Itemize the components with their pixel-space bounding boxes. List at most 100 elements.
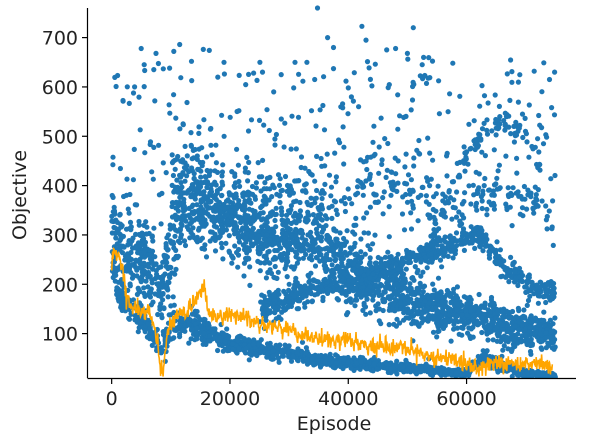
scatter-point	[457, 160, 462, 165]
scatter-point	[264, 275, 269, 280]
scatter-point	[329, 185, 334, 190]
scatter-point	[440, 300, 445, 305]
scatter-point	[333, 199, 338, 204]
scatter-point	[441, 212, 446, 217]
scatter-point	[173, 167, 178, 172]
scatter-point	[543, 300, 548, 305]
scatter-point	[514, 156, 519, 161]
scatter-point	[259, 337, 264, 342]
scatter-point	[365, 59, 370, 64]
scatter-point	[287, 343, 292, 348]
scatter-point	[405, 51, 410, 56]
scatter-point	[384, 360, 389, 365]
scatter-point	[493, 181, 498, 186]
scatter-point	[435, 323, 440, 328]
scatter-point	[144, 225, 149, 230]
scatter-point	[508, 57, 513, 62]
scatter-point	[201, 47, 206, 52]
scatter-point	[482, 176, 487, 181]
scatter-point	[420, 368, 425, 373]
scatter-point	[435, 310, 440, 315]
scatter-point	[269, 194, 274, 199]
scatter-point	[525, 303, 530, 308]
scatter-point	[234, 147, 239, 152]
scatter-point	[346, 186, 351, 191]
scatter-point	[455, 319, 460, 324]
scatter-point	[411, 82, 416, 87]
scatter-point	[445, 288, 450, 293]
scatter-point	[266, 310, 271, 315]
scatter-point	[257, 60, 262, 65]
scatter-point	[138, 242, 143, 247]
scatter-point	[145, 335, 150, 340]
scatter-point	[143, 219, 148, 224]
scatter-point	[210, 152, 215, 157]
scatter-point	[186, 318, 191, 323]
scatter-point	[466, 325, 471, 330]
scatter-point	[462, 169, 467, 174]
scatter-point	[537, 293, 542, 298]
scatter-point	[188, 230, 193, 235]
scatter-point	[130, 236, 135, 241]
scatter-point	[370, 140, 375, 145]
scatter-point	[237, 73, 242, 78]
scatter-point	[533, 316, 538, 321]
scatter-point	[462, 248, 467, 253]
scatter-point	[246, 128, 251, 133]
scatter-point	[167, 275, 172, 280]
scatter-point	[508, 255, 513, 260]
scatter-point	[244, 155, 249, 160]
scatter-series	[109, 5, 558, 379]
scatter-point	[539, 337, 544, 342]
scatter-point	[521, 373, 526, 378]
scatter-point	[371, 293, 376, 298]
scatter-point	[352, 241, 357, 246]
scatter-point	[225, 348, 230, 353]
scatter-point	[142, 84, 147, 89]
scatter-point	[505, 323, 510, 328]
scatter-point	[322, 191, 327, 196]
scatter-point	[220, 180, 225, 185]
scatter-point	[246, 337, 251, 342]
scatter-point	[443, 323, 448, 328]
scatter-point	[459, 373, 464, 378]
scatter-point	[313, 263, 318, 268]
scatter-point	[215, 190, 220, 195]
scatter-point	[263, 253, 268, 258]
scatter-point	[532, 69, 537, 74]
scatter-point	[179, 217, 184, 222]
scatter-point	[347, 196, 352, 201]
scatter-point	[235, 338, 240, 343]
scatter-point	[333, 258, 338, 263]
scatter-point	[264, 318, 269, 323]
scatter-point	[214, 182, 219, 187]
scatter-point	[189, 192, 194, 197]
scatter-point	[531, 291, 536, 296]
scatter-point	[314, 227, 319, 232]
scatter-point	[376, 255, 381, 260]
scatter-point	[219, 113, 224, 118]
scatter-point	[276, 270, 281, 275]
scatter-point	[121, 99, 126, 104]
scatter-point	[404, 152, 409, 157]
scatter-point	[236, 346, 241, 351]
scatter-point	[409, 107, 414, 112]
scatter-point	[455, 284, 460, 289]
scatter-point	[127, 211, 132, 216]
scatter-point	[324, 268, 329, 273]
scatter-point	[267, 260, 272, 265]
scatter-point	[247, 264, 252, 269]
scatter-point	[472, 246, 477, 251]
scatter-point	[526, 279, 531, 284]
scatter-point	[141, 285, 146, 290]
scatter-point	[302, 301, 307, 306]
scatter-point	[517, 275, 522, 280]
scatter-point	[270, 354, 275, 359]
scatter-point	[110, 230, 115, 235]
scatter-point	[320, 217, 325, 222]
scatter-point	[336, 297, 341, 302]
scatter-point	[425, 246, 430, 251]
scatter-point	[189, 143, 194, 148]
scatter-point	[166, 294, 171, 299]
scatter-point	[358, 236, 363, 241]
